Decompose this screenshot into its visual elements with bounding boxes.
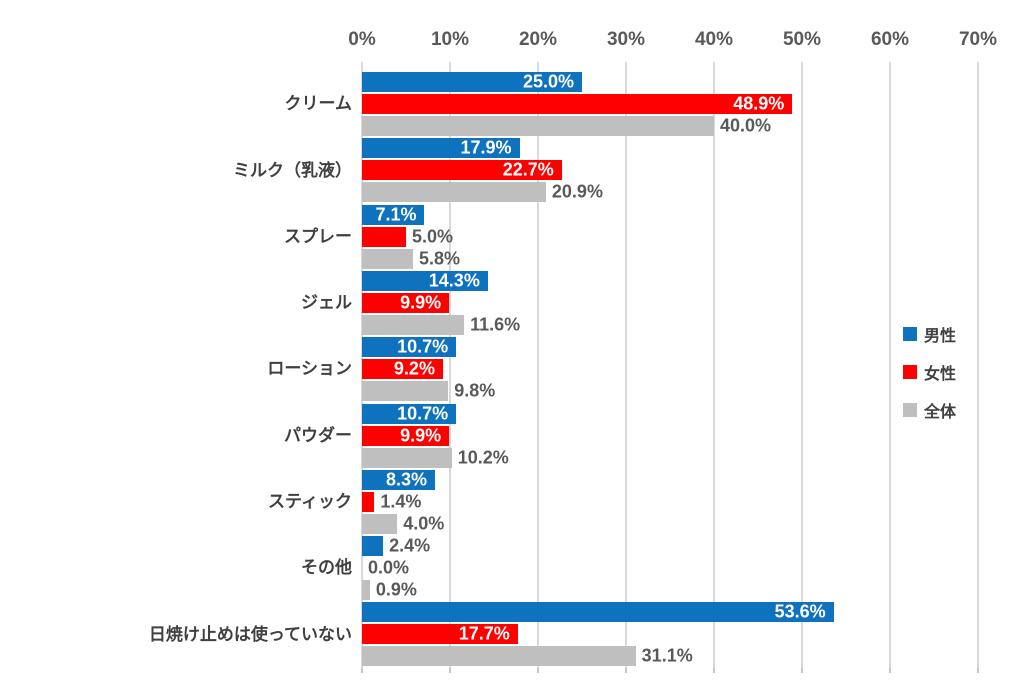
bar-female: 48.9% [362,93,793,114]
gridline [713,62,715,668]
bar-female: 22.7% [362,159,562,181]
bar-value-label: 11.6% [470,314,521,335]
bar-value-label: 1.4% [380,491,422,512]
x-axis-tick-label: 30% [606,29,646,50]
x-axis-tick-label: 50% [782,29,822,50]
bar-value-label: 10.7% [397,336,449,357]
axis-tick-mark [537,668,539,673]
bar-value-label: 22.7% [502,159,554,180]
legend-item-male: 男性 [903,315,956,353]
bar-total: 31.1% [362,646,693,667]
bar-total: 4.0% [362,513,444,534]
legend-item-total: 全体 [903,391,956,429]
bar-value-label: 53.6% [774,601,826,622]
x-axis-tick-label: 20% [518,29,558,50]
bar-value-label: 0.0% [368,557,410,578]
gridline [449,62,451,668]
bar-value-label: 9.9% [400,292,442,313]
bar-value-label: 17.9% [460,137,512,158]
bar-value-label: 2.4% [389,535,431,556]
bar-male: 2.4% [362,536,430,557]
bar-total: 9.8% [362,381,495,402]
bar-value-label: 4.0% [403,513,445,534]
bar-total: 5.8% [362,248,460,269]
bar-total: 10.2% [362,447,509,468]
bar-value-label: 9.8% [454,380,496,401]
bar-total: 0.9% [362,580,417,601]
legend-swatch-male [903,327,917,341]
bar-value-label: 8.3% [386,469,428,490]
bar-value-label: 25.0% [522,71,574,92]
bar-value-label: 9.9% [400,425,442,445]
axis-tick-mark [361,668,363,673]
legend-label: 男性 [924,328,957,345]
gridline [801,62,803,668]
x-axis-tick-label: 40% [694,29,734,50]
x-axis-tick-label: 0% [348,29,376,50]
x-axis-tick-label: 10% [430,29,470,50]
x-axis-tick-label: 70% [958,29,998,50]
bar-male: 17.9% [362,137,520,159]
bar-total: 20.9% [362,182,603,203]
bar-female: 9.9% [362,425,450,446]
bar-value-label: 14.3% [428,270,480,291]
gridline [537,62,539,668]
bar-value-label: 40.0% [720,115,772,136]
bar-value-label: 0.9% [375,579,417,600]
legend-label: 女性 [924,366,957,383]
bar-value-label: 17.7% [458,623,510,644]
bar-value-label: 9.2% [393,358,435,379]
bar-value-label: 7.1% [375,204,417,225]
bar-male: 10.7% [362,403,457,424]
bar-male: 7.1% [362,204,425,225]
bar-total: 40.0% [362,116,771,136]
category-label: ジェル [301,293,352,313]
bar-total: 11.6% [362,314,520,335]
gridline [889,62,891,668]
axis-tick-mark [977,668,979,673]
bar-female: 9.9% [362,292,450,313]
axis-tick-mark [889,668,891,673]
bar-female: 5.0% [362,226,453,247]
category-label: パウダー [284,425,352,445]
axis-tick-mark [625,668,627,673]
legend-item-female: 女性 [903,353,956,391]
category-label: ローション [267,359,352,379]
bar-male: 53.6% [362,601,834,623]
bar-male: 10.7% [362,336,457,358]
bar-value-label: 10.2% [457,447,509,467]
bar-male: 14.3% [362,270,488,291]
category-label: クリーム [284,94,353,114]
legend-label: 全体 [924,404,957,421]
bar-male: 8.3% [362,469,436,490]
axis-tick-mark [713,668,715,673]
axis-tick-mark [801,668,803,673]
bar-value-label: 5.8% [419,248,461,269]
bar-female: 17.7% [362,623,518,645]
legend: 男性 女性 全体 [903,315,956,429]
category-label: その他 [301,558,352,578]
axis-tick-mark [449,668,451,673]
legend-swatch-female [903,365,917,379]
bar-value-label: 20.9% [551,181,603,202]
bar-female: 9.2% [362,358,443,380]
category-label: スプレー [284,226,352,246]
gridline [977,62,979,668]
bar-value-label: 31.1% [641,645,693,666]
bar-male: 25.0% [362,72,582,92]
bar-value-label: 10.7% [397,403,449,423]
category-label: 日焼け止めは使っていない [148,624,352,644]
bar-value-label: 48.9% [733,93,785,114]
bar-value-label: 5.0% [412,226,454,247]
bar-female: 1.4% [362,491,421,512]
legend-swatch-total [903,403,917,417]
gridline [625,62,627,668]
category-label: ミルク（乳液） [233,160,352,180]
category-label: スティック [268,492,352,512]
x-axis-tick-label: 60% [870,29,910,50]
